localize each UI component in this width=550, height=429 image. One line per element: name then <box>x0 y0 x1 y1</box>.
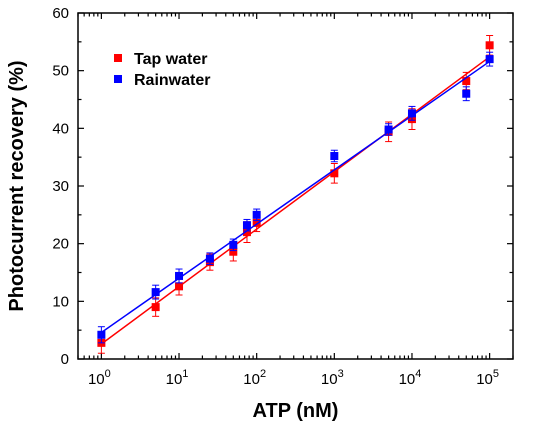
legend-label: Rainwater <box>134 72 210 89</box>
data-point <box>485 41 494 50</box>
data-point <box>242 221 251 230</box>
y-tick-label: 20 <box>52 236 69 253</box>
data-point <box>384 125 393 134</box>
y-tick-label: 60 <box>52 5 69 22</box>
data-point <box>175 282 184 291</box>
data-point <box>229 240 238 249</box>
data-point <box>229 247 238 256</box>
x-axis-title: ATP (nM) <box>253 400 339 422</box>
legend-marker <box>114 54 122 62</box>
data-point <box>252 210 261 219</box>
data-point <box>175 271 184 280</box>
legend-marker <box>114 75 122 83</box>
legend-label: Tap water <box>134 51 208 68</box>
data-point <box>407 109 416 118</box>
x-tick-label: 105 <box>476 368 499 388</box>
y-tick-label: 10 <box>52 293 69 310</box>
data-point <box>330 169 339 178</box>
fit-line <box>100 60 491 334</box>
y-tick-label: 0 <box>61 351 69 368</box>
data-point <box>97 330 106 339</box>
fit-line <box>100 56 491 345</box>
y-axis-title: Photocurrent recovery (%) <box>6 60 28 311</box>
data-point <box>151 303 160 312</box>
series-rainwater <box>97 51 494 344</box>
x-tick-label: 101 <box>166 368 189 388</box>
data-point <box>151 288 160 297</box>
x-axis: 100 101 102 103 104 105 <box>77 13 514 388</box>
data-point <box>330 152 339 161</box>
series-layer <box>97 34 494 354</box>
y-tick-label: 30 <box>52 178 69 195</box>
data-point <box>252 218 261 227</box>
x-tick-label: 100 <box>88 368 111 388</box>
y-axis: 0 10 20 30 40 50 60 <box>52 5 513 368</box>
data-point <box>242 228 251 237</box>
x-tick-label: 102 <box>243 368 266 388</box>
y-tick-label: 50 <box>52 63 69 80</box>
x-tick-label: 103 <box>321 368 344 388</box>
data-point <box>462 89 471 98</box>
data-point <box>205 254 214 263</box>
data-point <box>462 77 471 86</box>
data-point <box>485 55 494 64</box>
x-tick-label: 104 <box>399 368 422 388</box>
legend: Tap water Rainwater <box>114 51 210 89</box>
y-tick-label: 40 <box>52 120 69 137</box>
